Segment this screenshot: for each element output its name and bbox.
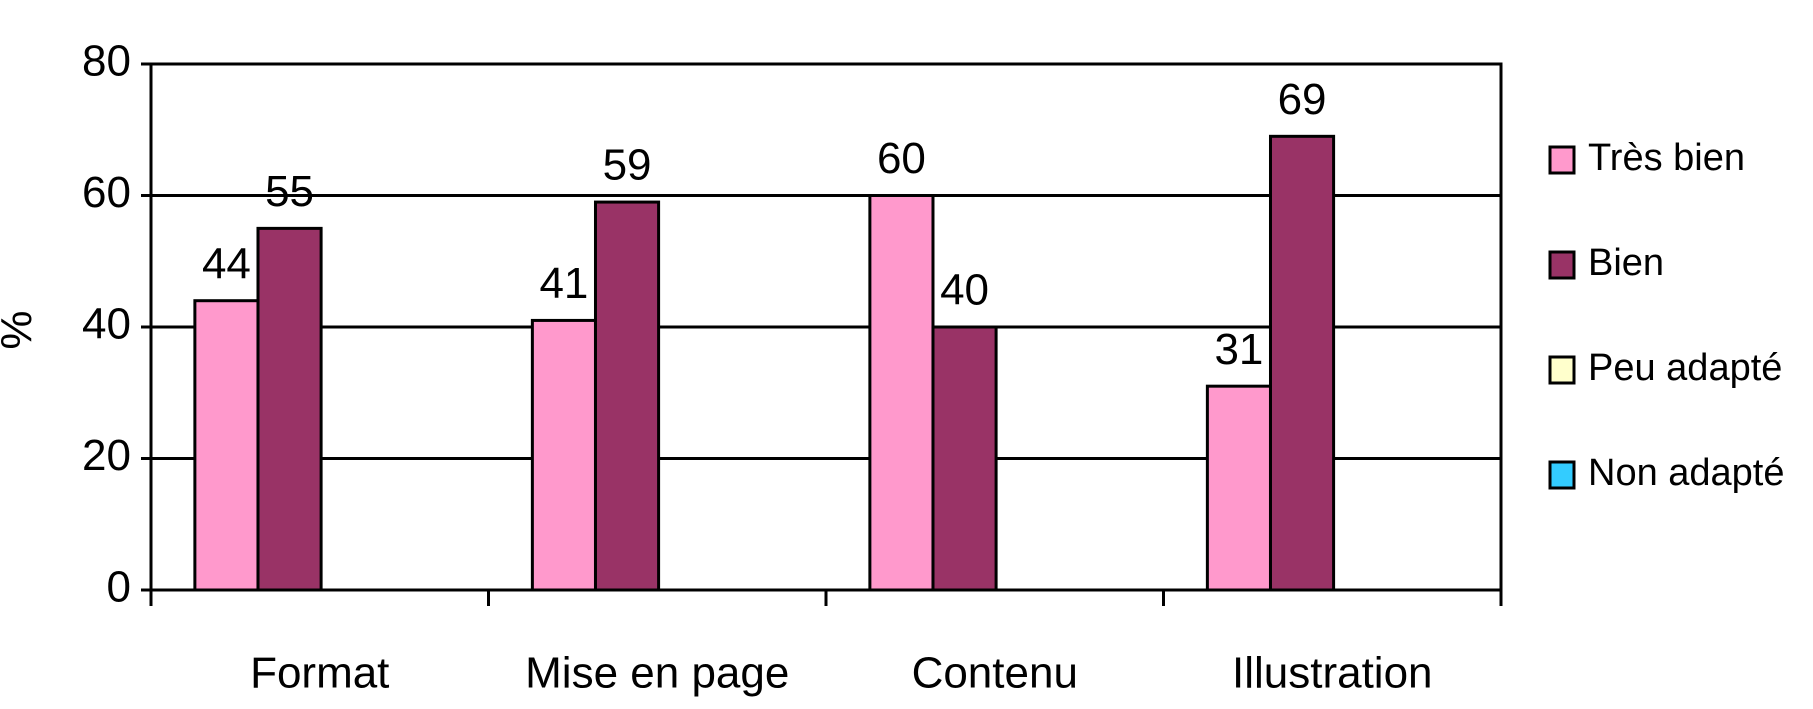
bar	[593, 200, 661, 592]
bar	[1205, 384, 1272, 592]
x-tick-label: Contenu	[912, 649, 1078, 698]
data-label: 41	[539, 259, 588, 308]
bar	[1268, 134, 1336, 592]
y-tick-label: 20	[82, 431, 131, 480]
data-label: 55	[265, 167, 314, 216]
bar	[868, 194, 935, 592]
data-label: 59	[603, 141, 652, 190]
legend-swatch	[1548, 460, 1576, 490]
legend-label: Non adapté	[1588, 452, 1785, 494]
data-label: 69	[1278, 75, 1327, 124]
y-tick-label: 40	[82, 300, 131, 349]
x-tick-label: Illustration	[1232, 649, 1433, 698]
bar	[530, 318, 597, 592]
data-label: 31	[1214, 325, 1263, 374]
legend-swatch	[1548, 250, 1576, 280]
bar	[256, 226, 323, 592]
y-tick-label: 60	[82, 168, 131, 217]
legend-swatch	[1548, 355, 1576, 385]
x-tick-label: Mise en page	[525, 649, 789, 698]
data-label: 44	[202, 239, 251, 288]
data-label: 60	[877, 134, 926, 183]
legend-label: Peu adapté	[1588, 347, 1782, 389]
y-tick-label: 0	[107, 563, 131, 612]
legend-label: Très bien	[1588, 137, 1745, 179]
bar	[193, 299, 260, 592]
y-axis-label: %	[0, 310, 41, 349]
bar	[931, 325, 998, 592]
legend-swatch	[1548, 145, 1576, 175]
data-label: 40	[940, 266, 989, 315]
legend-label: Bien	[1588, 242, 1664, 284]
y-tick-label: 80	[82, 37, 131, 86]
x-tick-label: Format	[250, 649, 389, 698]
